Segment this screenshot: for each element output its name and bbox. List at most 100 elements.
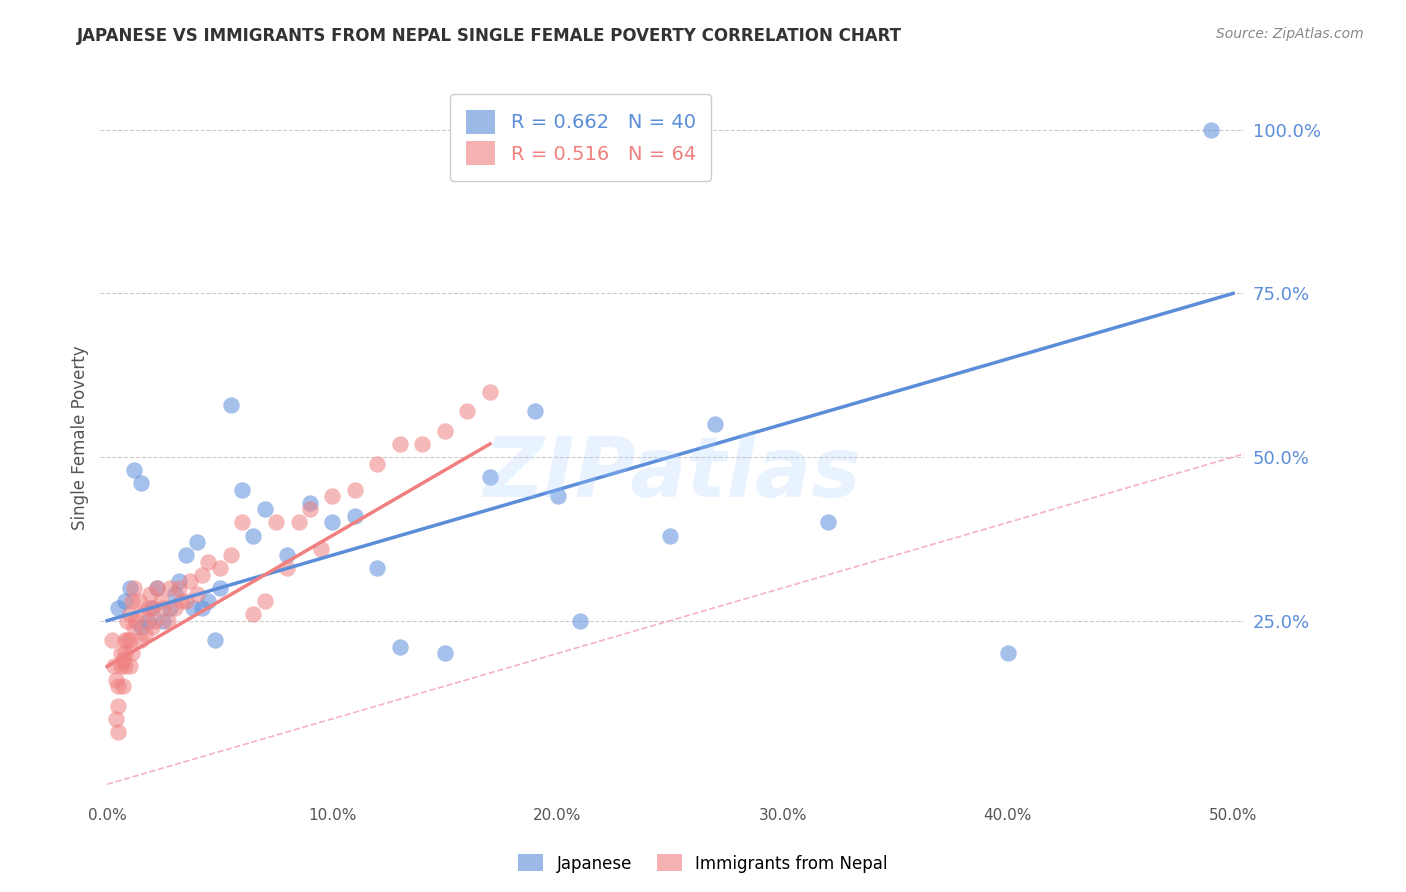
Point [129,620,152,634]
Point [174,548,197,562]
Point [125,614,148,628]
Point [167,574,190,589]
Point [110,659,132,673]
Point [141,600,163,615]
Point [181,600,204,615]
Point [433,424,456,438]
Point [366,561,388,575]
Point [152,600,174,615]
Point [478,469,501,483]
Point [298,496,321,510]
Point [121,594,143,608]
Point [145,581,167,595]
Point [388,437,411,451]
Point [114,646,136,660]
Point [111,679,134,693]
Point [366,457,388,471]
Point [105,712,128,726]
Point [136,614,159,628]
Point [276,561,298,575]
Point [190,567,212,582]
Point [231,483,253,497]
Point [433,646,456,660]
Point [143,614,166,628]
Point [136,600,159,615]
Point [141,620,163,634]
Point [100,633,122,648]
Point [197,555,219,569]
Text: JAPANESE VS IMMIGRANTS FROM NEPAL SINGLE FEMALE POVERTY CORRELATION CHART: JAPANESE VS IMMIGRANTS FROM NEPAL SINGLE… [77,27,903,45]
Point [122,620,145,634]
Point [150,594,173,608]
Point [159,581,181,595]
Point [231,516,253,530]
Point [117,633,139,648]
Point [659,528,682,542]
Point [129,476,152,491]
Point [134,626,156,640]
Point [174,594,197,608]
Point [122,463,145,477]
Point [411,437,433,451]
Point [456,404,478,418]
Point [121,646,143,660]
Point [118,581,141,595]
Point [117,614,139,628]
Point [321,516,343,530]
Legend: R = 0.662   N = 40, R = 0.516   N = 64: R = 0.662 N = 40, R = 0.516 N = 64 [450,95,711,181]
Point [208,581,231,595]
Point [167,581,190,595]
Point [107,698,129,713]
Point [141,600,163,615]
Point [253,502,276,516]
Point [107,600,129,615]
Point [107,679,129,693]
Point [204,633,226,648]
Point [197,594,219,608]
Point [287,516,309,530]
Point [208,561,231,575]
Point [163,600,186,615]
Point [132,607,155,621]
Point [298,502,321,516]
Point [309,541,332,556]
Point [817,516,839,530]
Point [343,483,366,497]
Point [170,594,193,608]
Point [569,614,592,628]
Point [388,640,411,654]
Point [242,528,264,542]
Point [343,508,366,523]
Point [114,594,136,608]
Point [118,607,141,621]
Point [122,581,145,595]
Point [103,659,125,673]
Point [110,646,132,660]
Point [264,516,287,530]
Point [114,659,136,673]
Point [107,725,129,739]
Point [242,607,264,621]
Point [190,600,212,615]
Point [152,614,174,628]
Point [547,489,569,503]
Point [704,417,727,432]
Point [186,587,208,601]
Point [997,646,1019,660]
Point [186,535,208,549]
Point [163,587,186,601]
Point [159,600,181,615]
Point [118,633,141,648]
Point [156,614,179,628]
Point [524,404,547,418]
Text: ZIPatlas: ZIPatlas [484,433,862,514]
Text: Source: ZipAtlas.com: Source: ZipAtlas.com [1216,27,1364,41]
Point [139,587,162,601]
Y-axis label: Single Female Poverty: Single Female Poverty [72,345,89,530]
Point [1199,123,1222,137]
Point [179,574,201,589]
Point [111,653,134,667]
Point [105,673,128,687]
Point [219,398,242,412]
Point [253,594,276,608]
